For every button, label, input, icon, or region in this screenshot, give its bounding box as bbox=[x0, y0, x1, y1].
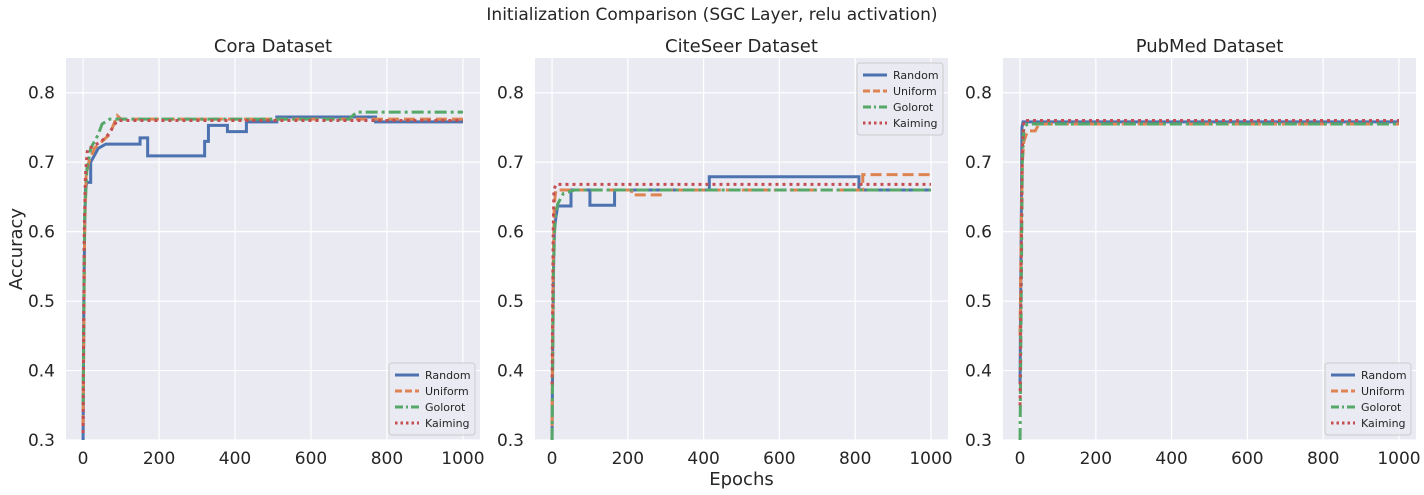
legend-box bbox=[1324, 362, 1412, 436]
x-tick-label: 600 bbox=[295, 449, 327, 469]
x-tick-label: 800 bbox=[839, 449, 871, 469]
legend: Random Uniform Golorot Kaiming bbox=[856, 62, 944, 136]
series-line-golorot bbox=[550, 188, 931, 440]
subplot-title: CiteSeer Dataset bbox=[665, 36, 818, 57]
y-tick-label: 0.7 bbox=[28, 153, 55, 173]
y-tick-label: 0.3 bbox=[28, 431, 55, 451]
x-tick-label: 400 bbox=[687, 449, 719, 469]
y-tick-label: 0.4 bbox=[497, 362, 524, 382]
x-tick-label: 0 bbox=[547, 449, 558, 469]
legend-label-golorot: Golorot bbox=[1361, 401, 1402, 414]
legend-label-uniform: Uniform bbox=[1361, 385, 1405, 398]
y-tick-label: 0.7 bbox=[965, 153, 992, 173]
x-tick-label: 0 bbox=[1015, 449, 1026, 469]
subplot-1: 0 200 400 600 800 1000 0.3 0.4 0.5 0.6 0.7 0.8 Cora … bbox=[6, 36, 485, 469]
legend: Random Uniform Golorot Kaiming bbox=[1324, 362, 1412, 436]
y-tick-label: 0.6 bbox=[28, 223, 55, 243]
series-group bbox=[81, 110, 463, 440]
x-tick-label: 600 bbox=[763, 449, 795, 469]
series-line-uniform bbox=[1018, 122, 1399, 336]
x-tick-label: 400 bbox=[219, 449, 251, 469]
y-tick-label: 0.7 bbox=[497, 153, 524, 173]
series-line-golorot bbox=[1018, 122, 1399, 440]
y-tick-label: 0.8 bbox=[965, 84, 992, 104]
y-tick-label: 0.8 bbox=[497, 84, 524, 104]
y-tick-label: 0.5 bbox=[965, 292, 992, 312]
legend-label-kaiming: Kaiming bbox=[425, 417, 470, 430]
y-tick-label: 0.6 bbox=[965, 223, 992, 243]
x-tick-label: 800 bbox=[371, 449, 403, 469]
legend-label-uniform: Uniform bbox=[425, 385, 469, 398]
y-tick-label: 0.5 bbox=[497, 292, 524, 312]
series-line-kaiming bbox=[1018, 119, 1399, 406]
subplot-title: PubMed Dataset bbox=[1136, 36, 1284, 57]
x-tick-label: 1000 bbox=[441, 449, 484, 469]
legend-label-random: Random bbox=[425, 369, 471, 382]
x-tick-label: 800 bbox=[1307, 449, 1339, 469]
x-tick-label: 200 bbox=[1080, 449, 1112, 469]
gridlines bbox=[66, 58, 480, 441]
subplot-title: Cora Dataset bbox=[214, 36, 332, 57]
x-tick-label: 0 bbox=[78, 449, 89, 469]
legend-label-random: Random bbox=[893, 69, 939, 82]
x-tick-label: 200 bbox=[612, 449, 644, 469]
y-tick-label: 0.4 bbox=[28, 362, 55, 382]
series-line-uniform bbox=[81, 113, 463, 427]
legend-box bbox=[856, 62, 944, 136]
y-tick-label: 0.4 bbox=[965, 362, 992, 382]
x-tick-label: 1000 bbox=[1377, 449, 1420, 469]
series-group bbox=[550, 173, 931, 440]
legend-box bbox=[388, 362, 476, 436]
x-tick-label: 600 bbox=[1231, 449, 1263, 469]
legend-label-kaiming: Kaiming bbox=[893, 117, 938, 130]
series-line-kaiming bbox=[81, 119, 463, 434]
x-axis-label: Epochs bbox=[709, 469, 774, 490]
y-tick-label: 0.8 bbox=[28, 84, 55, 104]
legend: Random Uniform Golorot Kaiming bbox=[388, 362, 476, 436]
legend-label-kaiming: Kaiming bbox=[1361, 417, 1406, 430]
legend-label-uniform: Uniform bbox=[893, 85, 937, 98]
y-tick-label: 0.6 bbox=[497, 223, 524, 243]
legend-label-random: Random bbox=[1361, 369, 1407, 382]
x-tick-label: 400 bbox=[1155, 449, 1187, 469]
y-tick-label: 0.3 bbox=[497, 431, 524, 451]
x-tick-label: 200 bbox=[143, 449, 175, 469]
series-group bbox=[1018, 119, 1399, 440]
y-axis-label: Accuracy bbox=[6, 208, 27, 291]
legend-label-golorot: Golorot bbox=[425, 401, 466, 414]
figure-title: Initialization Comparison (SGC Layer, re… bbox=[486, 5, 937, 25]
subplot-3: 0 200 400 600 800 1000 0.3 0.4 0.5 0.6 0.7 0.8 PubMe… bbox=[965, 36, 1421, 469]
subplot-2: 0 200 400 600 800 1000 0.3 0.4 0.5 0.6 0.7 0.8 CiteS… bbox=[497, 36, 953, 490]
y-tick-label: 0.5 bbox=[28, 292, 55, 312]
x-tick-label: 1000 bbox=[909, 449, 952, 469]
y-tick-label: 0.3 bbox=[965, 431, 992, 451]
legend-label-golorot: Golorot bbox=[893, 101, 934, 114]
